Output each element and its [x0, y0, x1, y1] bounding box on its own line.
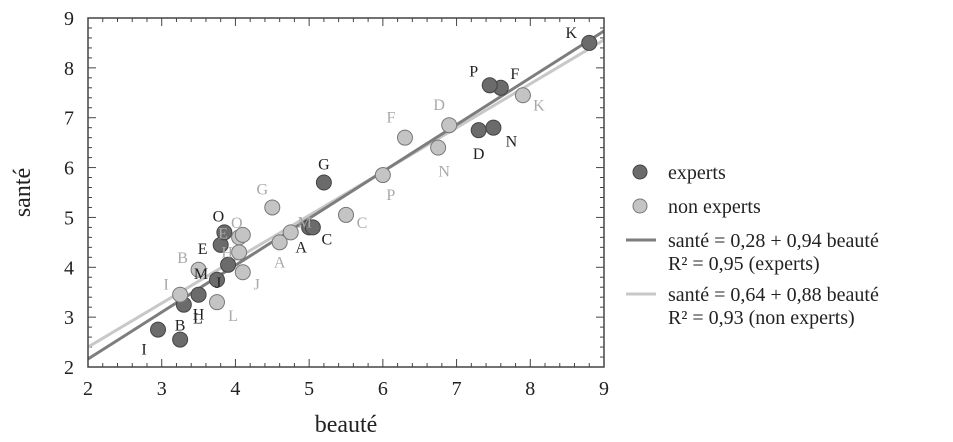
point-experts-B [172, 331, 189, 348]
point-non-experts-F [396, 129, 413, 146]
point-label-non-experts-M: M [298, 214, 312, 231]
point-label-experts-E: E [198, 241, 208, 258]
y-tick-label: 9 [64, 8, 74, 30]
x-tick-label: 3 [157, 378, 167, 400]
y-tick-label: 4 [64, 257, 74, 279]
x-tick-label: 9 [599, 378, 609, 400]
y-tick-label: 2 [64, 357, 74, 379]
point-experts-J [220, 256, 237, 273]
point-label-non-experts-P: P [386, 187, 395, 204]
x-tick-label: 2 [83, 378, 93, 400]
point-experts-N [485, 119, 502, 136]
point-non-experts-A [271, 234, 288, 251]
plot-frame [87, 17, 605, 368]
point-non-experts-H [231, 244, 248, 261]
y-tick-label: 7 [64, 108, 74, 130]
point-label-experts-G: G [318, 157, 330, 174]
point-non-experts-J [234, 264, 251, 281]
point-label-experts-K: K [565, 25, 577, 42]
point-experts-P [481, 77, 498, 94]
y-tick-label: 3 [64, 307, 74, 329]
y-tick-label: 8 [64, 58, 74, 80]
point-label-non-experts-N: N [438, 164, 450, 181]
legend-fit-experts-r2: R² = 0,95 (experts) [668, 253, 820, 275]
point-non-experts-G [264, 199, 281, 216]
regression-lines [87, 29, 605, 361]
data-point-labels: A B C D E F G H I J K L M N O P A B C D E F G H I J K L M N O P [141, 25, 577, 359]
point-label-experts-F: F [510, 66, 519, 83]
point-experts-K [581, 34, 598, 51]
point-label-non-experts-K: K [533, 97, 545, 114]
point-label-non-experts-L: L [228, 308, 238, 325]
point-label-non-experts-J: J [254, 276, 260, 293]
point-label-non-experts-I: I [163, 277, 168, 294]
point-label-experts-H: H [193, 307, 205, 324]
point-label-experts-M: M [194, 266, 208, 283]
point-label-non-experts-C: C [357, 215, 368, 232]
point-non-experts-I [172, 286, 189, 303]
x-tick-label: 4 [230, 378, 240, 400]
y-axis-title: santé [10, 168, 36, 217]
point-non-experts-N [430, 139, 447, 156]
point-experts-G [315, 174, 332, 191]
point-non-experts-C [338, 206, 354, 223]
x-tick-label: 7 [452, 378, 462, 400]
point-label-non-experts-A: A [274, 254, 286, 271]
point-non-experts-O [234, 226, 251, 243]
point-label-experts-A: A [295, 239, 307, 256]
legend-fit-non-experts-equation: santé = 0,64 + 0,88 beauté [668, 284, 879, 306]
point-non-experts-D [441, 117, 458, 134]
axis-tick-labels: 2 3 4 5 6 7 8 9 2 3 4 5 6 7 8 9 [64, 8, 609, 400]
point-non-experts-B [190, 261, 207, 278]
point-label-experts-C: C [321, 231, 332, 248]
point-non-experts-K [514, 87, 531, 104]
point-label-non-experts-B: B [177, 250, 188, 267]
legend-marker-experts [632, 164, 648, 180]
point-label-non-experts-F: F [387, 110, 396, 127]
x-tick-label: 5 [304, 378, 314, 400]
y-tick-label: 5 [64, 207, 74, 229]
legend-fit-non-experts-r2: R² = 0,93 (non experts) [668, 307, 855, 329]
point-experts-M [209, 271, 225, 288]
point-experts-O [216, 224, 233, 241]
point-experts-C [304, 219, 321, 236]
point-experts-H [190, 286, 207, 303]
point-label-experts-J: J [215, 275, 221, 292]
point-label-experts-B: B [175, 318, 186, 335]
legend-marker-non-experts [632, 198, 648, 214]
point-label-non-experts-D: D [433, 97, 445, 114]
point-experts-I [150, 321, 167, 338]
point-label-non-experts-H: H [221, 244, 233, 261]
legend-fit-experts-equation: santé = 0,28 + 0,94 beauté [668, 230, 879, 252]
point-label-experts-L: L [193, 311, 203, 328]
point-label-experts-P: P [469, 63, 478, 80]
point-label-non-experts-G: G [257, 181, 269, 198]
legend-label-experts: experts [668, 162, 726, 184]
regression-line-experts [87, 29, 605, 361]
point-non-experts-L [209, 294, 225, 311]
point-label-non-experts-E: E [218, 225, 228, 242]
point-label-non-experts-O: O [231, 215, 243, 232]
data-points [150, 34, 598, 348]
legend: experts non experts santé = 0,28 + 0,94 … [626, 162, 879, 329]
y-tick-label: 6 [64, 158, 74, 180]
point-non-experts-M [282, 224, 299, 241]
legend-label-non-experts: non experts [668, 196, 761, 218]
point-label-experts-I: I [141, 342, 146, 359]
point-non-experts-P [374, 167, 391, 184]
point-experts-D [470, 122, 487, 139]
point-label-experts-N: N [506, 134, 518, 151]
x-tick-label: 8 [525, 378, 535, 400]
x-axis-title: beauté [315, 412, 378, 438]
point-label-experts-O: O [213, 208, 225, 225]
x-tick-label: 6 [378, 378, 388, 400]
point-label-experts-D: D [473, 146, 485, 163]
